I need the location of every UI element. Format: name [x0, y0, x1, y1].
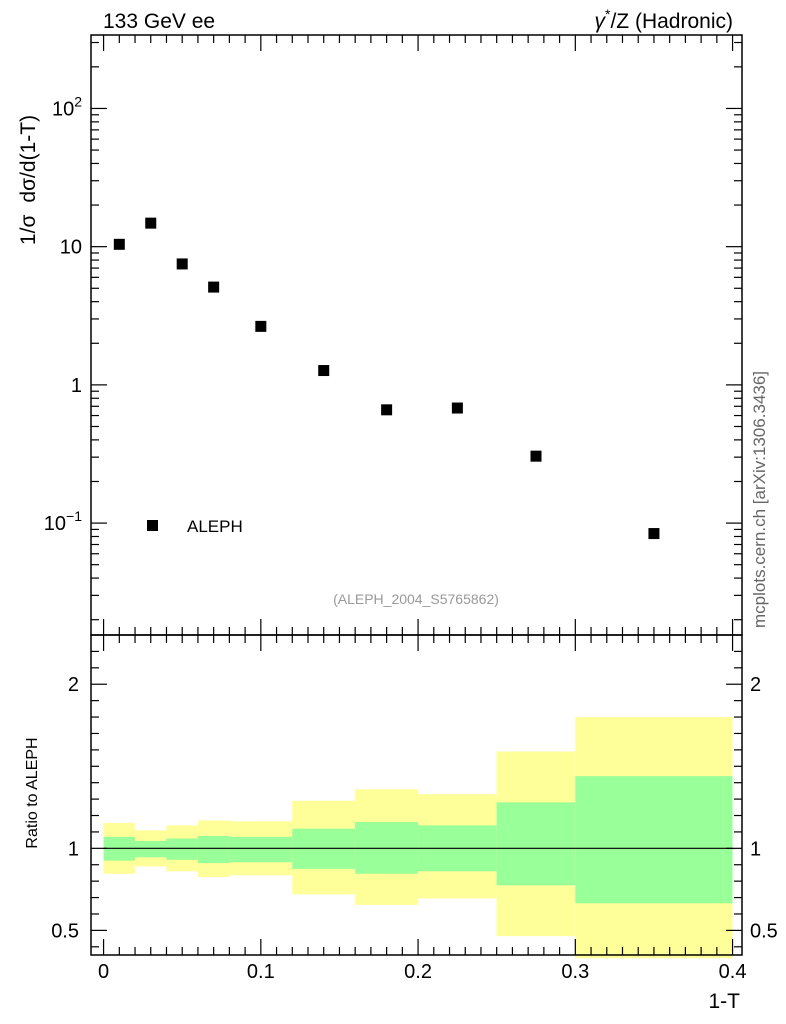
main-plot-frame: [90, 34, 743, 636]
data-point: [318, 365, 330, 377]
ratio-y-tick-label-right: 0.5: [750, 920, 778, 942]
main-plot-panel: 10−1 1 10 102 1/σdσ/d(1-T) ALEPH (ALEPH_200…: [17, 34, 743, 636]
plot-header-left: 133 GeV ee: [103, 10, 215, 33]
ratio-y-tick-label-left: 2: [68, 674, 79, 696]
inner-uncertainty-band: [197, 836, 230, 864]
side-credit-label: mcplots.cern.ch [arXiv:1306.3436]: [750, 371, 769, 628]
main-axis-ticks: [91, 35, 742, 635]
inner-uncertainty-band: [135, 840, 167, 858]
x-tick-label: 0.3: [561, 961, 589, 983]
inner-uncertainty-band: [575, 776, 733, 904]
data-point: [451, 402, 463, 414]
ratio-uncertainty-bands: [103, 717, 733, 959]
main-y-tick-label: 10−1: [44, 508, 82, 535]
ratio-y-axis-label: Ratio to ALEPH: [24, 737, 41, 848]
data-point: [208, 281, 220, 293]
main-y-tick-labels: 10−1 1 10 102: [44, 93, 82, 535]
plot-header-right: γ*/Z (Hadronic): [595, 6, 733, 33]
data-point: [145, 217, 157, 229]
data-point: [530, 450, 542, 462]
data-point: [176, 258, 188, 270]
main-y-tick-label: 1: [71, 375, 82, 397]
ratio-y-tick-label-right: 1: [750, 838, 761, 860]
inner-uncertainty-band: [229, 836, 293, 863]
x-tick-label: 0.1: [247, 961, 275, 983]
ratio-plot-panel: 0.5 0.51 12 2 0 0.1 0.2 0.3 0.4 Ratio to ALEPH …: [24, 634, 778, 1013]
analysis-id-label: (ALEPH_2004_S5765862): [333, 591, 499, 607]
main-y-axis-label: 1/σdσ/d(1-T): [17, 115, 40, 245]
ratio-y-tick-labels: 0.5 0.5 1 1 2 2: [51, 674, 778, 942]
ratio-y-tick-label-right: 2: [750, 674, 761, 696]
x-tick-label: 0: [98, 961, 109, 983]
data-point: [255, 320, 267, 332]
x-axis-label: 1-T: [709, 990, 741, 1013]
data-point: [113, 238, 125, 250]
inner-uncertainty-band: [496, 802, 576, 886]
main-y-tick-label: 102: [52, 93, 82, 120]
x-tick-label: 0.2: [404, 961, 432, 983]
data-point: [381, 404, 393, 416]
ratio-y-tick-label-left: 1: [68, 838, 79, 860]
main-y-tick-label: 10: [60, 237, 82, 259]
ratio-y-tick-label-left: 0.5: [51, 920, 79, 942]
inner-uncertainty-band: [166, 838, 198, 860]
ratio-plot-frame: [90, 634, 743, 956]
x-tick-label: 0.4: [719, 961, 747, 983]
legend-marker: [147, 520, 158, 531]
ratio-axis-ticks: [91, 635, 742, 955]
legend-label: ALEPH: [187, 517, 243, 536]
x-tick-labels: 0 0.1 0.2 0.3 0.4: [98, 961, 746, 983]
data-point: [648, 528, 660, 540]
data-markers: [113, 217, 660, 540]
